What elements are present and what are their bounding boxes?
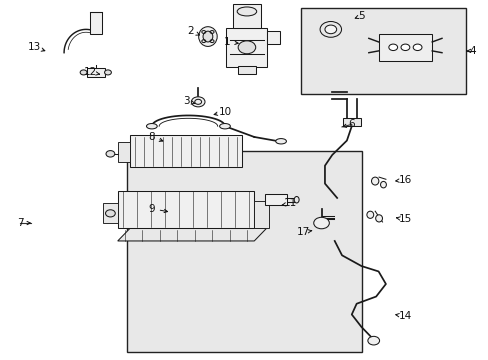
Text: 16: 16 [398, 175, 411, 185]
Bar [87, 68, 104, 77]
Text: 2: 2 [187, 26, 194, 36]
Text: 12: 12 [84, 67, 97, 77]
Bar [130, 135, 242, 167]
Ellipse shape [219, 123, 230, 129]
Circle shape [104, 70, 111, 75]
Ellipse shape [380, 181, 386, 188]
Ellipse shape [275, 139, 286, 144]
Text: 6: 6 [348, 120, 354, 129]
Text: 8: 8 [148, 132, 155, 142]
Text: 3: 3 [183, 96, 189, 106]
Text: 4: 4 [468, 46, 475, 56]
Ellipse shape [366, 211, 373, 219]
Circle shape [191, 97, 204, 107]
Circle shape [238, 41, 255, 54]
Bar [90, 12, 102, 34]
Bar [103, 203, 118, 224]
Bar [118, 191, 254, 228]
Bar [238, 66, 255, 74]
Bar [265, 194, 286, 205]
Text: 10: 10 [218, 107, 231, 117]
Bar [342, 118, 360, 126]
Text: 9: 9 [148, 204, 155, 214]
Circle shape [320, 22, 341, 37]
Ellipse shape [198, 27, 217, 46]
Ellipse shape [294, 197, 299, 203]
Text: 13: 13 [28, 42, 41, 52]
Text: 1: 1 [224, 37, 230, 47]
Bar [226, 28, 267, 67]
Circle shape [325, 25, 336, 34]
Circle shape [400, 44, 409, 50]
Text: 15: 15 [398, 215, 411, 224]
Bar [118, 142, 130, 162]
Circle shape [106, 150, 115, 157]
Ellipse shape [237, 7, 256, 16]
Circle shape [313, 217, 329, 229]
Circle shape [80, 70, 87, 75]
Ellipse shape [375, 215, 382, 222]
Text: 5: 5 [358, 11, 364, 21]
Bar [254, 201, 268, 228]
Bar [378, 34, 431, 61]
Ellipse shape [146, 123, 157, 129]
Circle shape [412, 44, 421, 50]
Bar [127, 151, 361, 352]
Text: 14: 14 [398, 311, 411, 321]
Circle shape [388, 44, 397, 50]
Polygon shape [118, 228, 266, 241]
Bar [233, 4, 260, 28]
Ellipse shape [371, 177, 378, 185]
Text: 17: 17 [296, 227, 309, 237]
Bar [300, 8, 466, 94]
Text: 11: 11 [284, 198, 297, 208]
Circle shape [105, 210, 115, 217]
Circle shape [367, 336, 379, 345]
Text: 7: 7 [17, 218, 23, 228]
Ellipse shape [203, 31, 212, 42]
Bar [267, 31, 279, 44]
